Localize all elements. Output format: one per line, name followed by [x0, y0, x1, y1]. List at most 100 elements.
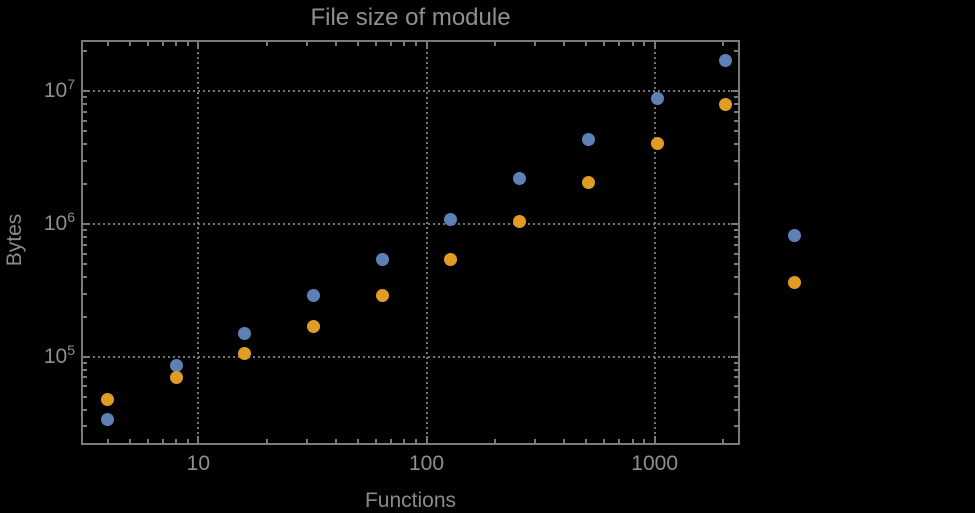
y-tick	[83, 368, 87, 371]
y-tick	[83, 236, 87, 239]
x-tick	[161, 42, 164, 46]
data-point-orange	[307, 320, 321, 334]
y-tick	[83, 90, 90, 93]
data-point-blue	[650, 92, 664, 106]
data-point-orange	[719, 97, 733, 111]
gridline-y-10e7	[83, 90, 738, 93]
gridline-x-100	[425, 42, 428, 443]
y-tick	[734, 425, 738, 428]
x-tick	[425, 436, 428, 443]
x-tick	[415, 439, 418, 443]
x-tick	[186, 42, 189, 46]
y-tick-exponent: 6	[67, 209, 75, 226]
y-tick	[83, 103, 87, 106]
x-tick	[562, 439, 565, 443]
y-tick	[734, 252, 738, 255]
y-tick	[734, 408, 738, 411]
y-tick	[734, 143, 738, 146]
y-tick	[734, 315, 738, 318]
y-tick-exponent: 7	[67, 76, 75, 93]
y-tick	[83, 119, 87, 122]
x-tick	[494, 42, 497, 46]
x-tick	[175, 439, 178, 443]
y-tick	[734, 110, 738, 113]
y-tick	[734, 263, 738, 266]
y-tick	[734, 243, 738, 246]
x-tick	[334, 439, 337, 443]
x-tick	[186, 439, 189, 443]
x-tick	[425, 42, 428, 49]
x-tick	[374, 439, 377, 443]
y-tick	[734, 130, 738, 133]
x-tick-label: 1000	[631, 452, 679, 475]
y-tick	[83, 110, 87, 113]
chart-title: File size of module	[310, 4, 511, 31]
data-point-orange	[375, 289, 389, 303]
data-point-orange	[513, 215, 527, 229]
y-tick	[83, 361, 87, 364]
x-tick	[306, 439, 309, 443]
x-tick	[106, 439, 109, 443]
y-tick	[83, 425, 87, 428]
x-tick	[197, 436, 200, 443]
x-tick	[653, 42, 656, 49]
y-tick	[83, 252, 87, 255]
data-point-orange	[444, 253, 458, 267]
data-point-orange	[787, 276, 801, 290]
y-tick	[734, 50, 738, 53]
x-tick	[146, 439, 149, 443]
y-tick	[83, 355, 90, 358]
data-point-blue	[787, 229, 801, 243]
y-tick	[734, 361, 738, 364]
y-tick	[734, 183, 738, 186]
data-point-orange	[101, 392, 115, 406]
x-tick	[266, 439, 269, 443]
y-tick	[83, 243, 87, 246]
x-tick	[618, 42, 621, 46]
y-tick	[83, 130, 87, 133]
x-tick	[356, 439, 359, 443]
y-tick	[734, 395, 738, 398]
data-point-blue	[444, 212, 458, 226]
x-tick	[584, 42, 587, 46]
data-point-blue	[581, 132, 595, 146]
y-tick	[734, 385, 738, 388]
x-tick	[356, 42, 359, 46]
y-tick	[83, 315, 87, 318]
x-tick	[415, 42, 418, 46]
data-point-blue	[101, 412, 115, 426]
x-tick	[161, 439, 164, 443]
x-tick	[390, 439, 393, 443]
y-tick	[731, 223, 738, 226]
y-tick	[83, 275, 87, 278]
x-tick	[603, 42, 606, 46]
x-tick	[722, 42, 725, 46]
gridline-y-10e6	[83, 223, 738, 226]
x-tick	[390, 42, 393, 46]
y-tick	[83, 292, 87, 295]
x-tick-label: 10	[186, 452, 210, 475]
data-point-blue	[238, 326, 252, 340]
y-tick-exponent: 5	[67, 341, 75, 358]
y-tick-label: 107	[43, 76, 75, 103]
data-point-orange	[650, 136, 664, 150]
y-tick	[734, 376, 738, 379]
x-tick	[643, 439, 646, 443]
x-tick	[403, 42, 406, 46]
x-tick	[722, 439, 725, 443]
x-tick	[403, 439, 406, 443]
data-point-orange	[581, 176, 595, 190]
y-tick	[734, 236, 738, 239]
gridline-x-10	[197, 42, 200, 443]
x-tick	[653, 436, 656, 443]
y-tick	[83, 408, 87, 411]
x-tick	[618, 439, 621, 443]
x-tick-label: 100	[408, 452, 445, 475]
x-tick	[603, 439, 606, 443]
data-point-blue	[719, 54, 733, 68]
gridline-y-10e5	[83, 355, 738, 358]
y-tick	[83, 50, 87, 53]
x-axis-label: Functions	[364, 489, 457, 512]
x-tick	[334, 42, 337, 46]
